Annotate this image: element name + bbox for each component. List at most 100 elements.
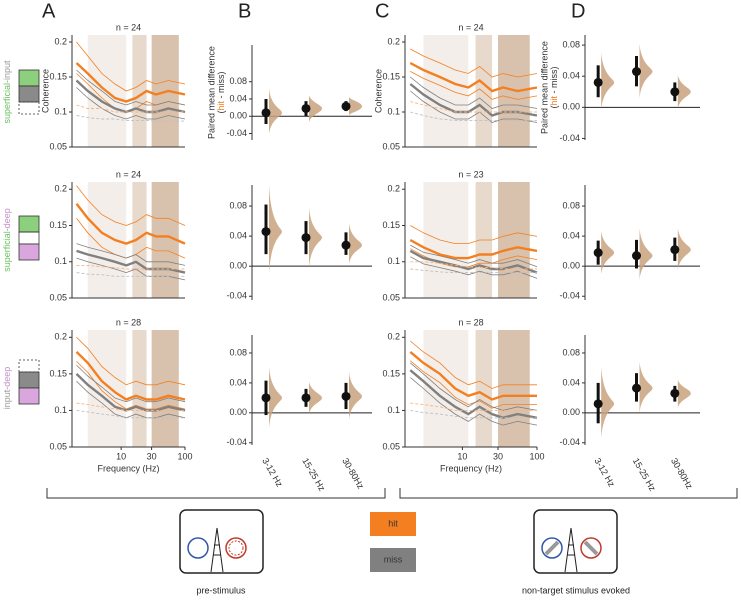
row-label-part: - [2, 387, 12, 390]
y-tick-label: 0.2 [54, 184, 67, 194]
condition-label: pre-stimulus [196, 585, 246, 595]
distribution [349, 372, 362, 420]
row-label-part: - [2, 80, 12, 83]
y-tick-label: 0.04 [562, 377, 580, 387]
y-tick-label: 0.05 [49, 441, 67, 451]
x-axis-label: Frequency (Hz) [97, 463, 159, 473]
ci-line [410, 362, 538, 411]
x-tick-label: 100 [177, 451, 192, 461]
x-tick-label: 30 [493, 451, 503, 461]
mean-dot [632, 67, 641, 77]
y-tick-label: 0.15 [382, 220, 400, 230]
mean-dot [593, 77, 603, 87]
y-tick-label: -0.04 [226, 291, 247, 301]
ci-line [410, 244, 538, 268]
row-label-part: deep [2, 367, 12, 387]
series-line [76, 104, 185, 113]
ci-line [76, 243, 186, 266]
series-line [76, 264, 185, 270]
row-label: superficial-input [2, 60, 12, 124]
series-line [409, 350, 537, 401]
bracket [399, 488, 738, 499]
y-tick-label: 0.15 [49, 71, 67, 81]
distribution [269, 184, 282, 274]
y-tick-label: 0.08 [562, 200, 580, 210]
row-label: superficial-deep [2, 208, 12, 272]
distribution [677, 379, 691, 408]
y-tick-label: 0.00 [562, 261, 580, 271]
series-line [76, 115, 185, 122]
y-tick-label: 0.08 [229, 76, 247, 86]
row-label-part: input [2, 389, 12, 409]
y-tick-label: 0.15 [49, 220, 67, 230]
mean-dot [301, 393, 311, 403]
row-label: input-deep [2, 367, 12, 410]
series-line [410, 409, 537, 419]
frequency-band [423, 182, 469, 298]
frequency-band [132, 330, 147, 447]
y-axis-label: Paired mean difference [539, 41, 549, 134]
y-tick-label: -0.04 [226, 437, 247, 447]
distribution [349, 97, 362, 116]
series-line [410, 402, 537, 411]
mean-dot [632, 383, 641, 393]
panel-letter: A [42, 0, 56, 22]
legend-swatch [370, 512, 416, 536]
x-tick-label: 10 [116, 451, 126, 461]
y-tick-label: 0.1 [387, 405, 400, 415]
row-icon [18, 215, 40, 261]
frequency-band [132, 35, 147, 147]
y-tick-label: 0.1 [54, 106, 67, 116]
x-tick-label: 100 [529, 451, 544, 461]
ci-line [76, 337, 186, 386]
mean-dot [261, 227, 271, 237]
y-tick-label: -0.04 [559, 133, 580, 143]
series-line [76, 272, 185, 277]
ci-line [410, 377, 538, 426]
y-tick-label: 0.1 [387, 106, 400, 116]
series-line [409, 61, 538, 93]
y-tick-label: 0.05 [382, 441, 400, 451]
stimulus-icon [533, 509, 618, 574]
y-tick-label: -0.04 [559, 437, 580, 447]
y-tick-label: 0.2 [54, 36, 67, 46]
y-tick-label: 0.15 [49, 368, 67, 378]
ci-line [76, 69, 186, 106]
condition-label: non-target stimulus evoked [522, 585, 630, 595]
legend-label: hit [388, 518, 398, 528]
frequency-band [497, 182, 530, 298]
distribution [349, 223, 362, 264]
ci-line [410, 48, 538, 78]
series-line [409, 369, 538, 420]
y-tick-label: 0.2 [387, 184, 400, 194]
row-icon [18, 69, 40, 115]
y-tick-label: 0.00 [562, 102, 580, 112]
row-label-part: superficial [2, 231, 12, 272]
distribution [309, 95, 322, 123]
distribution [639, 43, 653, 99]
y-tick-label: 0.15 [382, 71, 400, 81]
y-tick-label: 0.1 [387, 256, 400, 266]
series-line [410, 268, 537, 274]
mean-dot [593, 248, 603, 258]
legend-swatch [370, 548, 416, 572]
distribution [677, 74, 691, 109]
y-tick-label: 0.05 [49, 141, 67, 151]
frequency-band [475, 35, 493, 147]
y-tick-label: 0.2 [387, 332, 400, 342]
ci-line [410, 225, 538, 244]
n-label: n = 24 [116, 169, 141, 179]
y-tick-label: 0.04 [562, 71, 580, 81]
y-axis-sublabel-part: - miss) [549, 66, 559, 96]
series-line [409, 249, 538, 274]
series-line [75, 373, 186, 412]
mean-dot [301, 233, 311, 243]
mean-dot [261, 393, 271, 403]
ci-line [410, 71, 538, 100]
y-tick-label: -0.04 [226, 128, 247, 138]
ci-line [76, 87, 186, 120]
y-tick-label: 0.08 [229, 347, 247, 357]
series-line [76, 409, 185, 419]
series-line [410, 111, 537, 121]
n-label: n = 28 [458, 317, 483, 327]
